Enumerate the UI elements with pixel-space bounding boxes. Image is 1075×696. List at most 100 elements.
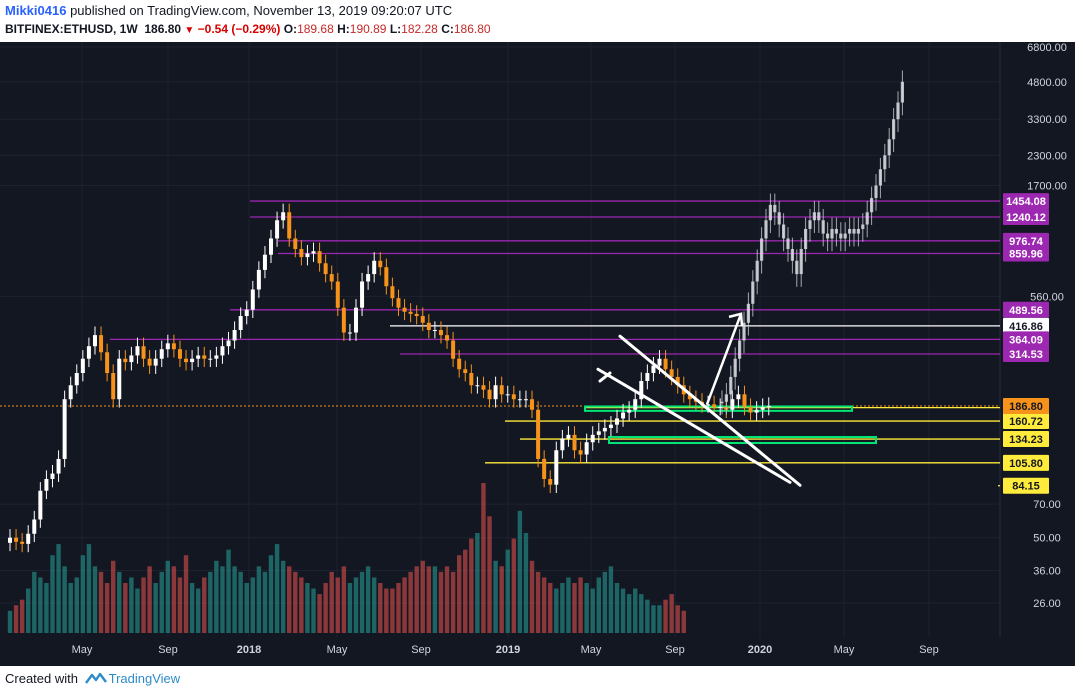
volume-bar [493, 560, 498, 633]
price-tag-label: 859.96 [1009, 249, 1043, 261]
projection-candle [834, 228, 838, 234]
candle-body [275, 220, 280, 239]
tradingview-logo-icon [84, 671, 107, 688]
price-chart[interactable]: 6800.00 4800.00 3300.00 2300.00 1700.00 560.0… [0, 42, 1075, 666]
candle-body [554, 450, 559, 485]
candle-body [80, 358, 85, 374]
projection-candle [755, 260, 759, 282]
volume-bar [347, 583, 353, 633]
volume-bar [566, 577, 571, 633]
volume-bar [323, 583, 328, 633]
price-tag-bg [1003, 431, 1049, 448]
volume-bar [426, 566, 432, 633]
candle-body [190, 358, 195, 363]
candle-body [396, 298, 401, 308]
wedge-trendline[interactable] [618, 334, 802, 487]
candle-body [86, 346, 91, 359]
time-tick-label: 2018 [237, 644, 261, 656]
projection-candle [777, 212, 781, 225]
last-price: 186.80 [144, 22, 182, 36]
volume-bar [481, 483, 486, 633]
volume-bar [195, 588, 201, 633]
candle-body [633, 399, 638, 410]
tradingview-brand[interactable]: TradingView [108, 671, 181, 686]
projection-candle [887, 139, 891, 156]
volume-bar [578, 577, 583, 633]
price-tag-label: 416.86 [1009, 321, 1043, 333]
projection-candle [843, 233, 847, 239]
projection-candle [746, 303, 750, 323]
volume-bar [444, 566, 450, 633]
projection-candle [896, 102, 900, 120]
price-tag-bg [1003, 331, 1049, 348]
candle-body [378, 260, 383, 268]
candle-body [432, 329, 437, 331]
volume-bar [256, 566, 262, 633]
candle-body [38, 490, 43, 520]
price-tag-label: 160.72 [1009, 416, 1043, 428]
volume-bar [129, 577, 134, 633]
volume-bar [189, 583, 195, 633]
candle-body [584, 442, 589, 455]
volume-bar [214, 560, 219, 633]
candle-body [256, 269, 261, 290]
symbol-info: BITFINEX:ETHUSD, 1W 186.80 ▼ −0.54 (−0.2… [5, 22, 491, 36]
wedge-trendline[interactable] [598, 371, 612, 383]
candle-body [44, 478, 49, 491]
volume-bars [7, 483, 686, 633]
candle-body [766, 405, 771, 408]
candle-body [542, 458, 547, 479]
volume-bar [541, 577, 547, 633]
projection-candle [821, 220, 825, 234]
candle-body [414, 313, 419, 317]
price-tag-label: 364.09 [1009, 334, 1043, 346]
volume-bar [372, 577, 377, 633]
low-value: 182.28 [401, 22, 438, 36]
projection-candle [830, 228, 834, 239]
volume-bar [505, 549, 510, 633]
candle-body [639, 381, 644, 400]
volume-bar [50, 555, 55, 633]
projection-candle [812, 212, 816, 221]
volume-bar [456, 555, 462, 633]
drawings[interactable] [596, 312, 802, 487]
created-with-text: Created with [5, 671, 78, 686]
price-tag-bg [1003, 345, 1049, 362]
breakout-arrow-line[interactable] [705, 313, 743, 405]
candle-body [250, 289, 255, 310]
price-tick-label: 70.00 [1033, 499, 1061, 511]
volume-bar [657, 605, 662, 633]
candle-body [184, 358, 189, 363]
author-link[interactable]: Mikki0416 [5, 3, 67, 18]
candle-body [608, 424, 613, 428]
candle-body [62, 399, 67, 459]
volume-bar [147, 566, 152, 633]
candle-body [687, 394, 692, 400]
volume-bar [469, 538, 474, 633]
time-ticks: May Sep 2018 May Sep 2019 May Sep 2020 May Sep [72, 644, 939, 656]
projection-candle [768, 204, 772, 221]
volume-bar [299, 577, 304, 633]
price-tag-label: 1454.08 [1006, 196, 1046, 208]
volume-bar [614, 583, 620, 633]
volume-bar [250, 577, 255, 633]
volume-bar [135, 588, 140, 633]
volume-bar [110, 560, 116, 633]
candle-body [208, 358, 213, 360]
projection-candle [852, 228, 856, 234]
candle-body [56, 458, 61, 474]
price-tick-label: 2300.00 [1027, 150, 1067, 162]
candle-body [105, 352, 110, 374]
projection-candle [720, 401, 724, 404]
projection-candle [848, 228, 852, 234]
wedge-trendline[interactable] [596, 367, 792, 484]
volume-bar [232, 566, 237, 633]
time-tick-label: May [834, 644, 855, 656]
candle-body [287, 212, 292, 239]
candle-body [99, 335, 104, 353]
support-zone-box[interactable] [584, 405, 853, 412]
candle-body [111, 373, 116, 400]
price-tag-bg [1003, 398, 1049, 415]
volume-bar [608, 566, 614, 633]
candle-body [596, 431, 601, 435]
